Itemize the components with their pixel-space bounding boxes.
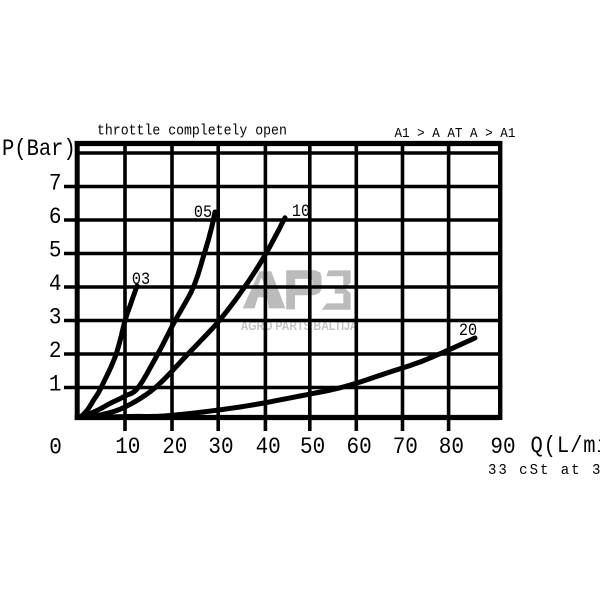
svg-text:60: 60	[347, 433, 372, 460]
svg-text:90: 90	[490, 433, 515, 460]
svg-text:03: 03	[132, 269, 150, 289]
svg-text:80: 80	[439, 433, 464, 460]
svg-text:40: 40	[256, 433, 281, 460]
svg-text:Q(L/min): Q(L/min)	[531, 433, 600, 459]
svg-text:05: 05	[194, 202, 212, 222]
svg-text:33 cSt at 38°C: 33 cSt at 38°C	[488, 463, 600, 480]
svg-text:0: 0	[49, 433, 62, 460]
svg-text:20: 20	[162, 433, 187, 460]
svg-text:throttle completely open: throttle completely open	[97, 123, 287, 140]
svg-text:A1 > A AT A > A1: A1 > A AT A > A1	[395, 125, 516, 141]
svg-text:5: 5	[49, 236, 62, 263]
svg-text:7: 7	[49, 169, 62, 196]
svg-text:4: 4	[49, 270, 62, 297]
svg-text:10: 10	[292, 201, 310, 221]
svg-text:20: 20	[459, 320, 477, 340]
svg-text:70: 70	[393, 433, 418, 460]
svg-text:30: 30	[208, 433, 233, 460]
svg-text:3: 3	[49, 303, 62, 330]
svg-text:P(Bar): P(Bar)	[2, 136, 76, 162]
svg-text:10: 10	[115, 433, 140, 460]
svg-text:6: 6	[49, 203, 62, 230]
svg-text:50: 50	[300, 433, 325, 460]
svg-text:2: 2	[49, 337, 62, 364]
svg-text:1: 1	[49, 370, 62, 397]
